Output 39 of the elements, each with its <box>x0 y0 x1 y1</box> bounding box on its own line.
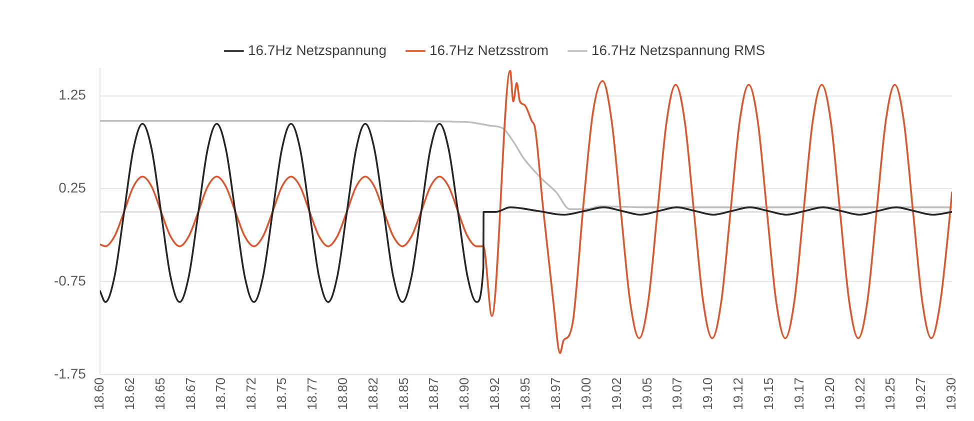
x-tick-label: 19.12 <box>730 377 746 410</box>
y-tick-label: -0.75 <box>54 272 86 288</box>
x-tick-label: 19.02 <box>608 377 624 410</box>
y-tick-label: 1.25 <box>58 86 86 103</box>
x-tick-label: 18.95 <box>518 377 533 410</box>
x-tick-label: 18.67 <box>182 377 198 410</box>
x-tick-label: 19.15 <box>760 377 776 410</box>
x-tick-label: 18.60 <box>91 377 106 410</box>
x-tick-label: 18.90 <box>456 377 472 410</box>
x-tick-label: 19.25 <box>882 377 898 410</box>
y-tick-label: 0.25 <box>58 180 86 196</box>
x-tick-label: 19.20 <box>822 377 837 410</box>
line-series <box>100 120 952 210</box>
line-series <box>100 122 952 303</box>
x-tick-label: 18.82 <box>365 377 380 410</box>
x-tick-label: 18.70 <box>213 377 228 410</box>
x-tick-label: 18.72 <box>244 377 259 410</box>
legend-label: 16.7Hz Netzsstrom <box>429 42 549 58</box>
x-tick-label: 18.87 <box>426 377 442 410</box>
legend-label: 16.7Hz Netzspannung RMS <box>592 42 766 58</box>
x-tick-label: 18.80 <box>334 377 350 410</box>
x-tick-label: 19.17 <box>791 377 806 410</box>
x-tick-label: 18.62 <box>122 377 137 410</box>
x-tick-label: 19.10 <box>700 377 716 410</box>
x-tick-label: 18.75 <box>274 377 290 410</box>
x-tick-label: 19.07 <box>670 377 685 410</box>
line-series <box>100 70 952 354</box>
x-tick-label: 19.30 <box>944 377 959 410</box>
x-tick-label: 18.97 <box>548 377 563 410</box>
x-tick-label: 19.22 <box>852 377 868 410</box>
x-tick-label: 18.65 <box>152 377 168 410</box>
x-tick-label: 18.77 <box>304 377 320 410</box>
x-tick-label: 19.27 <box>913 377 928 410</box>
x-tick-label: 18.92 <box>487 377 502 410</box>
legend-label: 16.7Hz Netzspannung <box>248 42 386 58</box>
y-tick-label: -1.75 <box>54 365 86 382</box>
x-tick-label: 19.00 <box>578 377 594 410</box>
x-tick-label: 18.85 <box>396 377 411 410</box>
x-tick-label: 19.05 <box>639 377 654 410</box>
